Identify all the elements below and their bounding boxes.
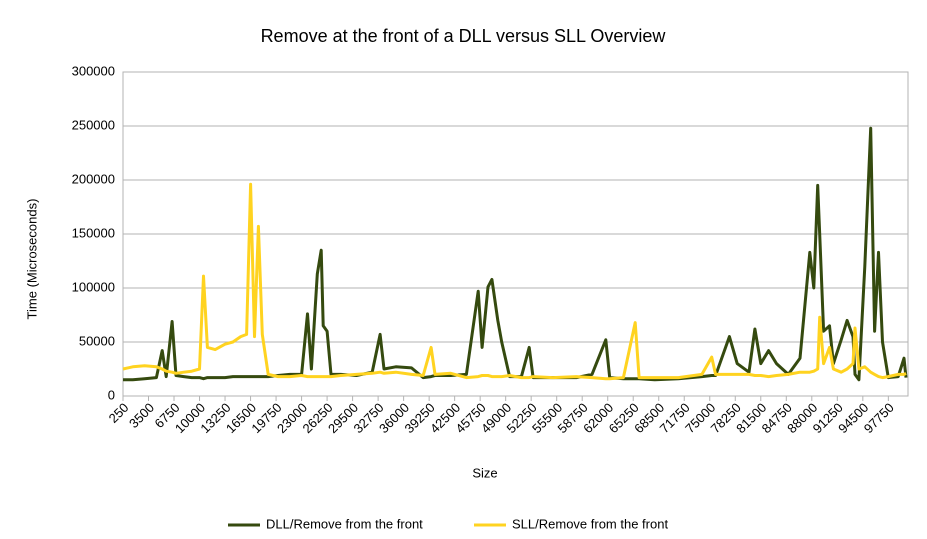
y-tick-label: 250000 [72,117,115,132]
y-tick-label: 0 [108,387,115,402]
y-tick-label: 150000 [72,225,115,240]
chart-title: Remove at the front of a DLL versus SLL … [261,26,667,46]
x-axis-label: Size [472,465,497,480]
y-axis-label: Time (Microseconds) [24,199,39,320]
series-line [123,126,908,382]
y-tick-label: 200000 [72,171,115,186]
legend-label: SLL/Remove from the front [512,516,668,531]
plot-border [122,71,909,397]
legend-label: DLL/Remove from the front [266,516,423,531]
y-tick-label: 300000 [72,63,115,78]
series-line [122,182,907,381]
y-tick-label: 50000 [79,333,115,348]
y-tick-label: 100000 [72,279,115,294]
